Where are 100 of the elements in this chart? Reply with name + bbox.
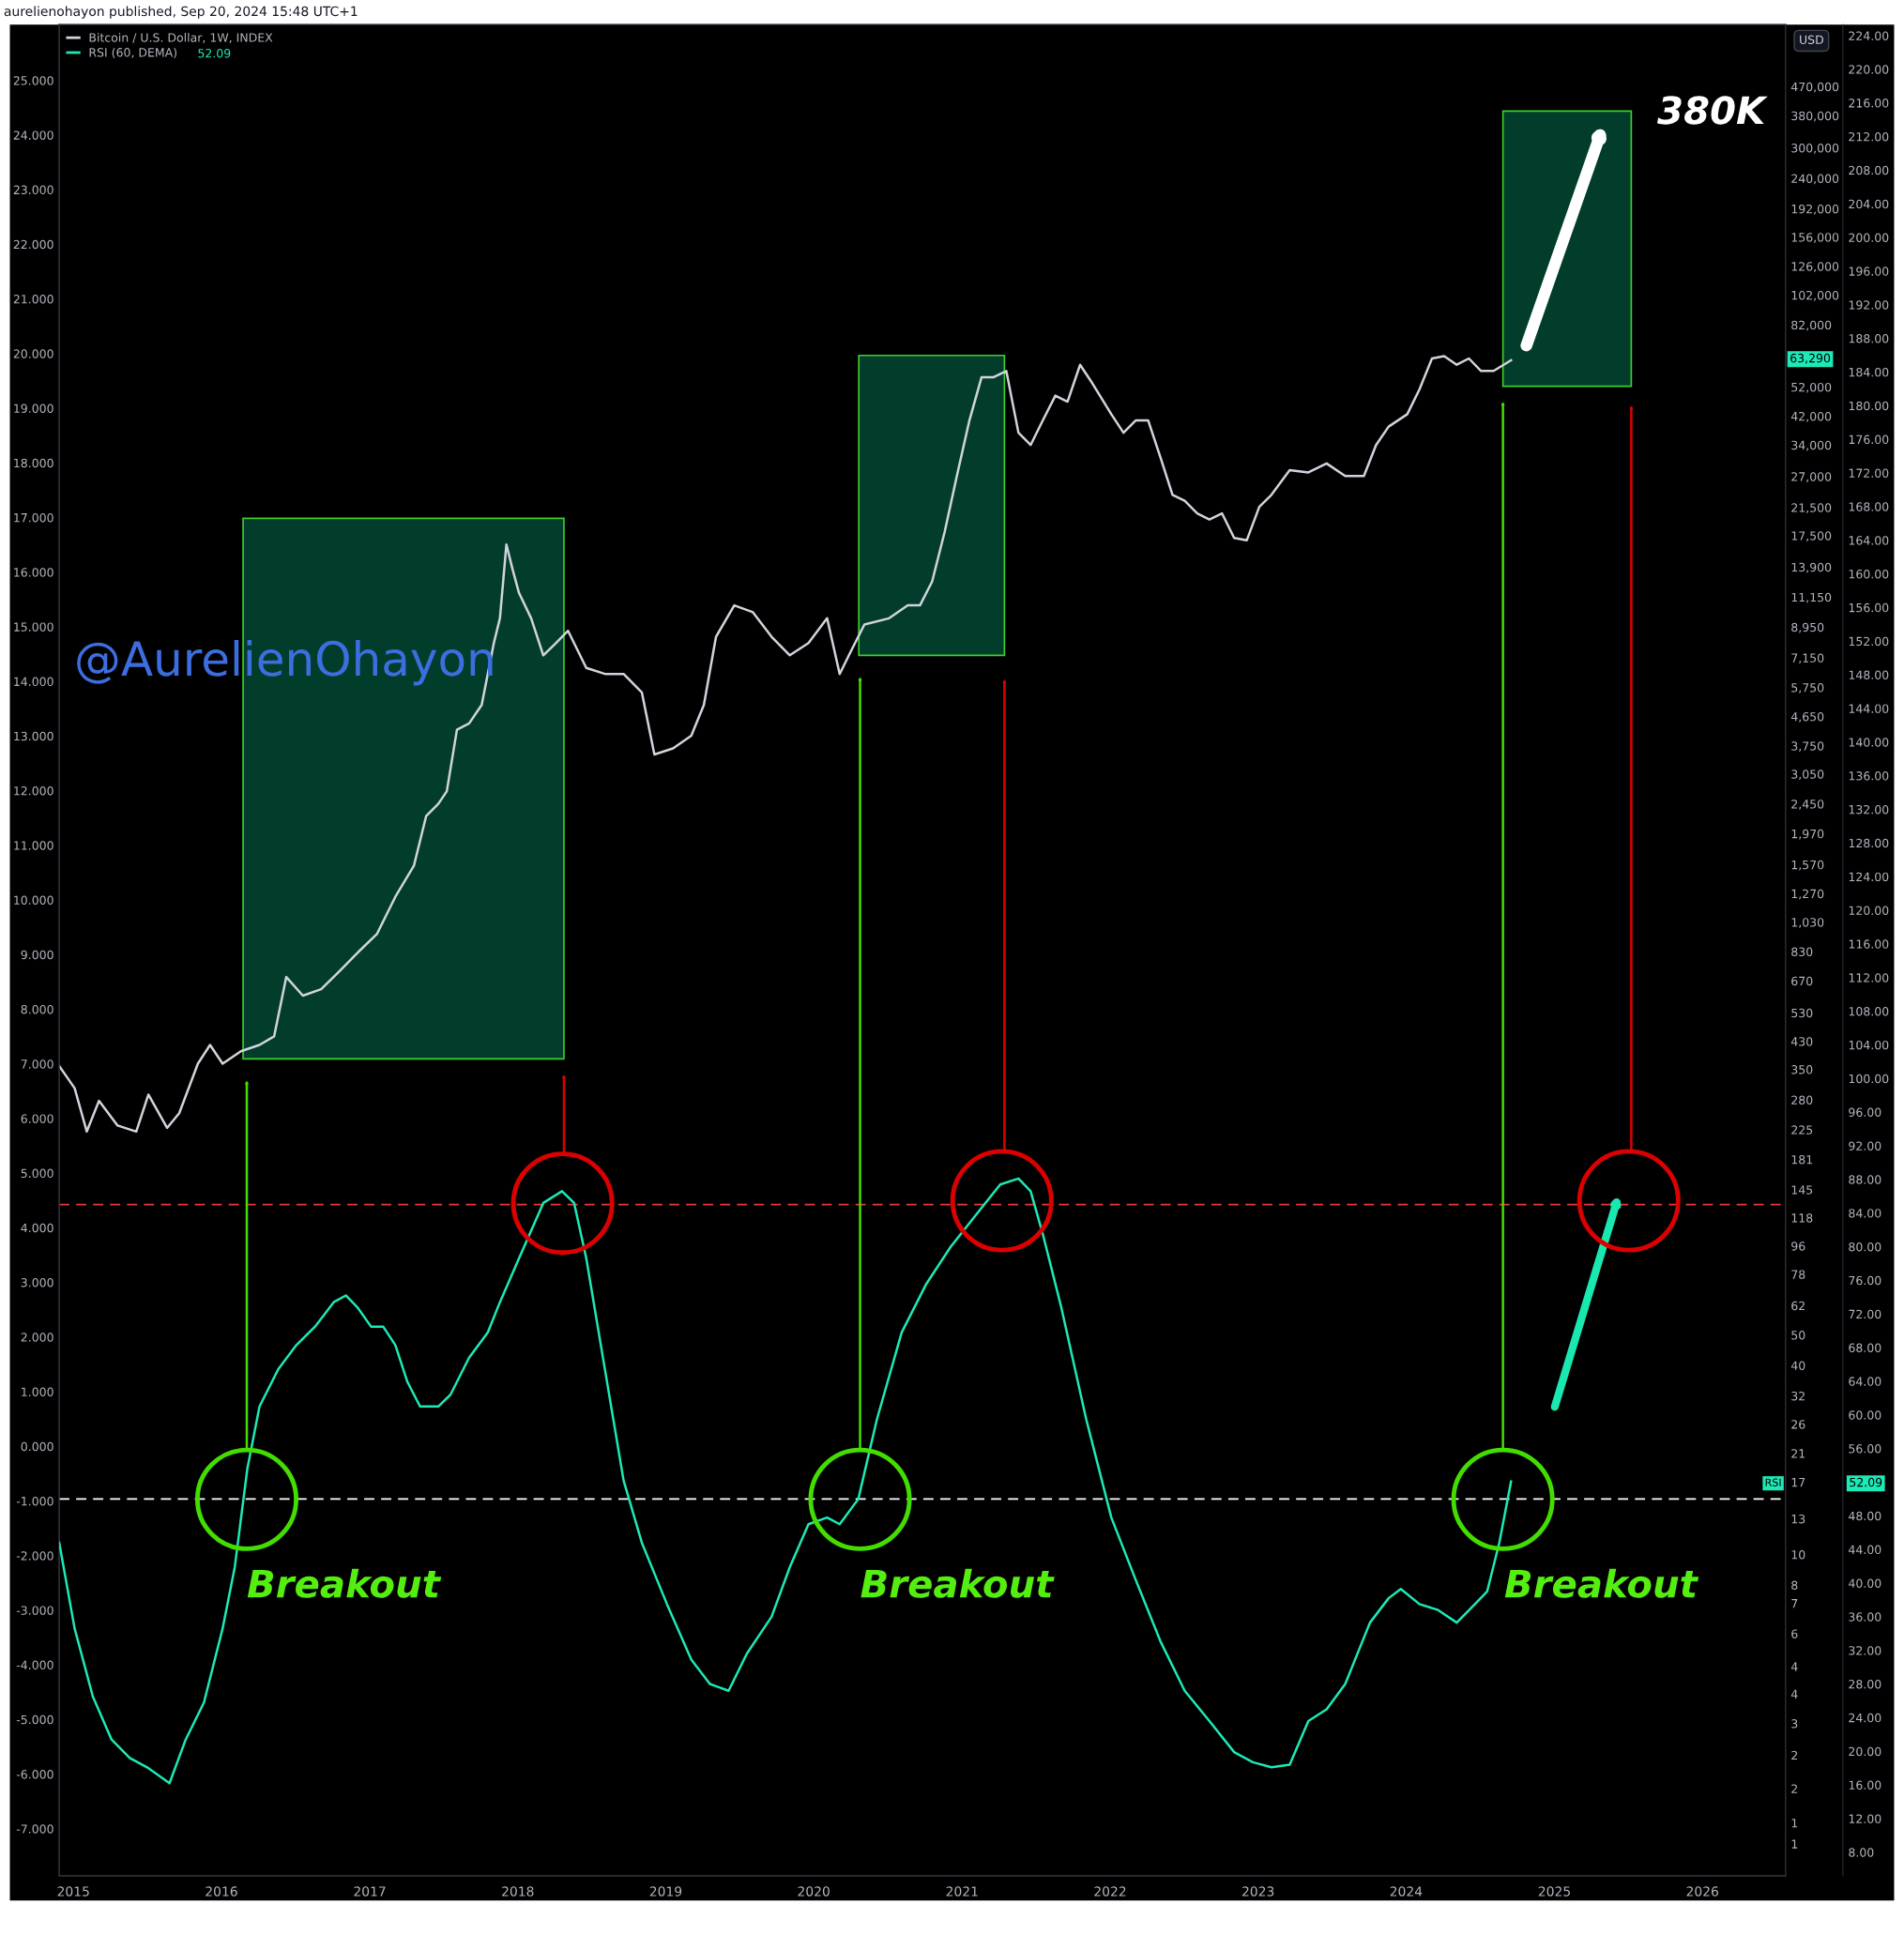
y-tick-label: -5.000 — [16, 1714, 53, 1725]
annotation: RSI — [1765, 1478, 1781, 1486]
y3-tick-label: 180.00 — [1849, 401, 1889, 411]
y2-tick-label: 40 — [1790, 1361, 1805, 1370]
y-tick-label: 17.000 — [14, 512, 53, 523]
y3-tick-label: 112.00 — [1849, 973, 1889, 983]
y2-tick-label: 17 — [1791, 1478, 1805, 1487]
y2-tick-label: 118 — [1791, 1213, 1813, 1223]
y3-tick-label: 200.00 — [1849, 233, 1889, 242]
y-tick-label: 18.000 — [14, 458, 53, 468]
y-tick-label: 2.000 — [21, 1333, 53, 1342]
x-tick-label: 2015 — [57, 1886, 89, 1897]
y3-tick-label: 148.00 — [1849, 670, 1889, 679]
y-tick-label: 16.000 — [14, 568, 53, 577]
y3-tick-label: 208.00 — [1849, 165, 1889, 175]
y2-tick-label: 2,450 — [1791, 800, 1824, 810]
y3-tick-label: 96.00 — [1849, 1107, 1881, 1118]
y-tick-label: 10.000 — [14, 895, 53, 905]
x-tick-label: 2016 — [206, 1886, 237, 1897]
y3-tick-label: 168.00 — [1849, 502, 1889, 511]
y-tick-label: 22.000 — [13, 239, 53, 250]
y2-tick-label: 2 — [1791, 1784, 1798, 1793]
y3-tick-label: 108.00 — [1849, 1007, 1889, 1016]
x-tick-label: 2026 — [1686, 1886, 1718, 1897]
y3-tick-label: 12.00 — [1849, 1814, 1881, 1823]
y3-tick-label: 212.00 — [1849, 131, 1889, 142]
y3-tick-label: 156.00 — [1849, 602, 1889, 613]
y2-tick-label: 240,000 — [1791, 174, 1839, 185]
x-tick-label: 2021 — [946, 1886, 978, 1897]
y2-tick-label: 7,150 — [1791, 653, 1824, 664]
y2-tick-label: 1 — [1791, 1819, 1798, 1828]
annotation: 380K — [1657, 96, 1768, 125]
y3-tick-label: 56.00 — [1849, 1444, 1881, 1454]
y3-tick-label: 92.00 — [1849, 1141, 1881, 1150]
y-tick-label: 19.000 — [14, 404, 53, 413]
y2-tick-label: 225 — [1791, 1125, 1813, 1135]
y2-tick-label: 4 — [1790, 1689, 1798, 1699]
y3-tick-label: 28.00 — [1849, 1680, 1881, 1689]
y2-tick-label: 102,000 — [1791, 290, 1839, 301]
x-tick-label: 2024 — [1390, 1886, 1423, 1897]
y3-tick-label: 100.00 — [1849, 1074, 1889, 1084]
y3-tick-label: 116.00 — [1849, 939, 1889, 949]
y2-tick-label: 17,500 — [1791, 531, 1832, 541]
y-tick-label: 9.000 — [21, 950, 53, 960]
y2-tick-label: 42,000 — [1790, 411, 1832, 422]
y2-axis-title: USD — [1800, 35, 1823, 45]
y3-tick-label: 132.00 — [1849, 804, 1889, 815]
y-tick-label: -6.000 — [16, 1770, 53, 1779]
y2-tick-label: 13 — [1791, 1514, 1805, 1524]
y3-tick-label: 140.00 — [1849, 738, 1889, 747]
y3-tick-label: 24.00 — [1849, 1713, 1881, 1723]
y2-tick-label: 300,000 — [1791, 144, 1839, 154]
y3-tick-label: 216.00 — [1849, 99, 1889, 108]
y-tick-label: 6.000 — [21, 1114, 53, 1123]
y3-tick-label: 32.00 — [1849, 1646, 1881, 1655]
y-tick-label: 20.000 — [13, 349, 53, 358]
y-tick-label: -3.000 — [16, 1606, 53, 1615]
y2-tick-label: 1,970 — [1791, 829, 1824, 840]
annotation: Breakout — [247, 1568, 442, 1598]
y2-tick-label: 4,650 — [1790, 711, 1824, 723]
y-tick-label: 15.000 — [14, 622, 53, 632]
y3-tick-label: 124.00 — [1849, 872, 1889, 882]
y3-tick-label: 184.00 — [1849, 367, 1889, 377]
y-tick-label: 3.000 — [21, 1278, 53, 1287]
y2-tick-label: 5,750 — [1791, 683, 1824, 693]
y2-tick-label: 8 — [1791, 1580, 1798, 1590]
y2-tick-label: 78 — [1791, 1270, 1805, 1279]
y3-tick-label: 224.00 — [1849, 31, 1889, 40]
y2-tick-label: 380,000 — [1791, 111, 1839, 122]
y2-tick-label: 670 — [1791, 976, 1813, 986]
y2-tick-label: 350 — [1791, 1065, 1813, 1074]
y-tick-label: 23.000 — [13, 185, 53, 195]
y2-tick-label: 62 — [1791, 1301, 1805, 1311]
x-tick-label: 2018 — [502, 1886, 534, 1897]
y2-tick-label: 430 — [1790, 1037, 1813, 1046]
text: aurelienohayon published, Sep 20, 2024 15:48 UTC+1 — [4, 6, 358, 19]
y-tick-label: -7.000 — [16, 1824, 53, 1834]
legend-label: Bitcoin / U.S. Dollar, 1W, INDEX — [89, 33, 273, 43]
y2-tick-label: 27,000 — [1791, 472, 1832, 482]
y2-tick-label: 50 — [1791, 1331, 1805, 1340]
x-tick-label: 2023 — [1242, 1886, 1274, 1897]
y-tick-label: 4.000 — [21, 1223, 53, 1233]
y2-tick-label: 21 — [1791, 1449, 1805, 1458]
y2-tick-label: 830 — [1791, 947, 1813, 956]
y-tick-label: 24.000 — [13, 130, 53, 140]
y3-tick-label: 16.00 — [1849, 1780, 1881, 1790]
y2-tick-label: 145 — [1791, 1185, 1813, 1195]
y2-tick-label: 2 — [1791, 1750, 1798, 1760]
y2-tick-label: 13,900 — [1791, 562, 1832, 573]
y3-tick-label: 44.00 — [1849, 1545, 1881, 1555]
y2-tick-label: 3 — [1791, 1719, 1798, 1729]
y2-tick-label: 32 — [1791, 1391, 1805, 1401]
y-tick-label: 21.000 — [13, 295, 53, 304]
y3-tick-label: 8.00 — [1849, 1848, 1874, 1857]
annotation: Breakout — [861, 1568, 1055, 1598]
y2-tick-label: 126,000 — [1791, 262, 1839, 272]
y2-tick-label: 4 — [1790, 1662, 1798, 1671]
x-tick-label: 2019 — [649, 1886, 682, 1897]
y3-tick-label: 144.00 — [1849, 704, 1889, 713]
y2-tick-label: 470,000 — [1790, 82, 1839, 93]
